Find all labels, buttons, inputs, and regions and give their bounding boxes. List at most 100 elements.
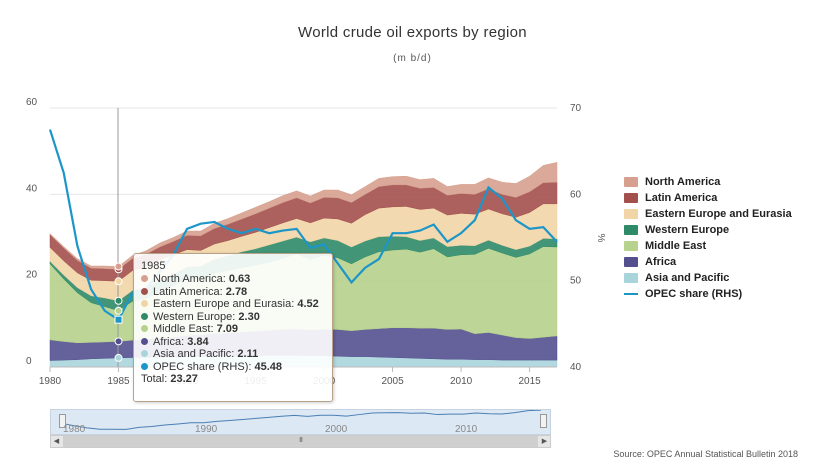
tooltip-total-label: Total:: [141, 373, 168, 385]
tooltip-row: Latin America: 2.78: [141, 286, 332, 299]
scroll-right-button[interactable]: ▶: [541, 438, 548, 445]
scrollbar[interactable]: ◀ III ▶: [50, 435, 551, 448]
navigator-series: [60, 410, 542, 430]
legend-swatch: [624, 209, 638, 219]
legend-item[interactable]: OPEC share (RHS): [624, 286, 792, 302]
range-navigator[interactable]: [50, 409, 551, 435]
chart-subtitle: (m b/d): [393, 53, 432, 64]
tooltip: 1985 North America: 0.63 Latin America: 2…: [133, 253, 333, 402]
tooltip-label: Western Europe:: [153, 310, 236, 323]
legend-label: Asia and Pacific: [645, 272, 730, 284]
area-north-america: [49, 162, 558, 270]
tooltip-dot: [141, 287, 148, 295]
tooltip-dot: [141, 275, 148, 282]
hover-marker: [114, 353, 123, 362]
legend-swatch: [624, 241, 638, 251]
tooltip-value: 2.11: [237, 348, 259, 360]
navigator-label: 2000: [325, 424, 348, 435]
legend-swatch: [624, 177, 638, 187]
tooltip-total-value: 23.27: [170, 373, 198, 385]
tooltip-dot: [141, 312, 148, 320]
x-tick-label: 2010: [450, 376, 473, 387]
legend-item[interactable]: Western Europe: [624, 222, 792, 238]
hover-markers: [114, 262, 123, 362]
legend-item[interactable]: Eastern Europe and Eurasia: [624, 206, 792, 222]
tooltip-value: 45.48: [254, 360, 283, 373]
legend-label: Africa: [645, 256, 677, 268]
scroll-grip: III: [299, 437, 303, 444]
tooltip-row: Eastern Europe and Eurasia: 4.52: [141, 298, 332, 311]
y-left-tick-label: 0: [26, 356, 32, 367]
tooltip-row: Western Europe: 2.30: [141, 311, 332, 324]
tooltip-total: Total: 23.27: [141, 373, 332, 386]
legend-label: OPEC share (RHS): [645, 288, 743, 300]
tooltip-label: North America:: [153, 273, 226, 285]
tooltip-row: Middle East: 7.09: [141, 323, 332, 336]
y-left-tick-label: 20: [26, 270, 38, 281]
navigator-label: 1990: [195, 424, 218, 435]
tooltip-header: 1985: [141, 260, 166, 272]
legend-item[interactable]: Latin America: [624, 190, 792, 206]
legend-label: Latin America: [645, 192, 718, 204]
legend-swatch: [624, 225, 638, 235]
tooltip-value: 2.78: [225, 285, 248, 298]
scroll-left-button[interactable]: ◀: [53, 438, 60, 445]
tooltip-value: 4.52: [297, 298, 319, 310]
legend-item[interactable]: Africa: [624, 254, 792, 270]
navigator-label: 2010: [455, 424, 478, 435]
scroll-thumb[interactable]: III: [63, 436, 538, 447]
legend-item[interactable]: Middle East: [624, 238, 792, 254]
legend: North America Latin America Eastern Europe…: [624, 174, 792, 302]
x-tick-label: 1985: [107, 376, 130, 387]
source-note: Source: OPEC Annual Statistical Bulletin…: [613, 449, 798, 459]
legend-label: Western Europe: [645, 224, 730, 236]
tooltip-value: 3.84: [187, 335, 209, 348]
legend-label: North America: [645, 176, 721, 188]
y-left-tick-label: 40: [26, 183, 38, 194]
tooltip-label: Latin America:: [153, 285, 223, 298]
x-tick-label: 2005: [381, 376, 404, 387]
hover-marker: [114, 337, 123, 346]
tooltip-dot: [141, 325, 148, 332]
x-tick-label: 2015: [518, 376, 541, 387]
tooltip-dot: [141, 300, 148, 307]
legend-swatch: [624, 257, 638, 267]
legend-label: Eastern Europe and Eurasia: [645, 208, 792, 220]
navigator-left-handle[interactable]: [59, 414, 66, 428]
navigator-label: 1980: [63, 424, 86, 435]
navigator-right-handle[interactable]: [540, 414, 547, 428]
hover-marker-opec: [114, 315, 123, 324]
chart-title: World crude oil exports by region: [298, 24, 527, 41]
y-right-tick-label: 70: [570, 103, 582, 114]
y-left-tick-label: 60: [26, 97, 38, 108]
x-tick-label: 1980: [39, 376, 62, 387]
y-right-tick-label: 60: [570, 189, 582, 200]
tooltip-value: 7.09: [216, 323, 239, 335]
tooltip-label: Asia and Pacific:: [153, 348, 235, 360]
tooltip-dot: [141, 362, 148, 370]
tooltip-label: Africa:: [153, 335, 185, 348]
legend-swatch: [624, 293, 638, 295]
hover-marker: [114, 296, 123, 305]
y-right-axis-title: %: [595, 234, 606, 243]
tooltip-row: Africa: 3.84: [141, 336, 332, 349]
y-right-tick-label: 50: [570, 276, 582, 287]
legend-swatch: [624, 193, 638, 203]
tooltip-row: Asia and Pacific: 2.11: [141, 348, 332, 361]
tooltip-label: OPEC share (RHS):: [153, 360, 252, 373]
legend-label: Middle East: [645, 240, 707, 252]
legend-swatch: [624, 273, 638, 283]
y-right-tick-label: 40: [570, 362, 582, 373]
tooltip-dot: [141, 337, 148, 345]
hover-marker: [114, 262, 123, 271]
tooltip-label: Eastern Europe and Eurasia:: [153, 298, 295, 310]
tooltip-value: 2.30: [238, 310, 260, 323]
hover-marker: [114, 277, 123, 286]
tooltip-row: OPEC share (RHS): 45.48: [141, 361, 332, 374]
legend-item[interactable]: Asia and Pacific: [624, 270, 792, 286]
hover-marker: [114, 306, 123, 315]
legend-item[interactable]: North America: [624, 174, 792, 190]
tooltip-row: North America: 0.63: [141, 273, 332, 286]
tooltip-label: Middle East:: [153, 323, 214, 335]
tooltip-value: 0.63: [228, 273, 251, 285]
